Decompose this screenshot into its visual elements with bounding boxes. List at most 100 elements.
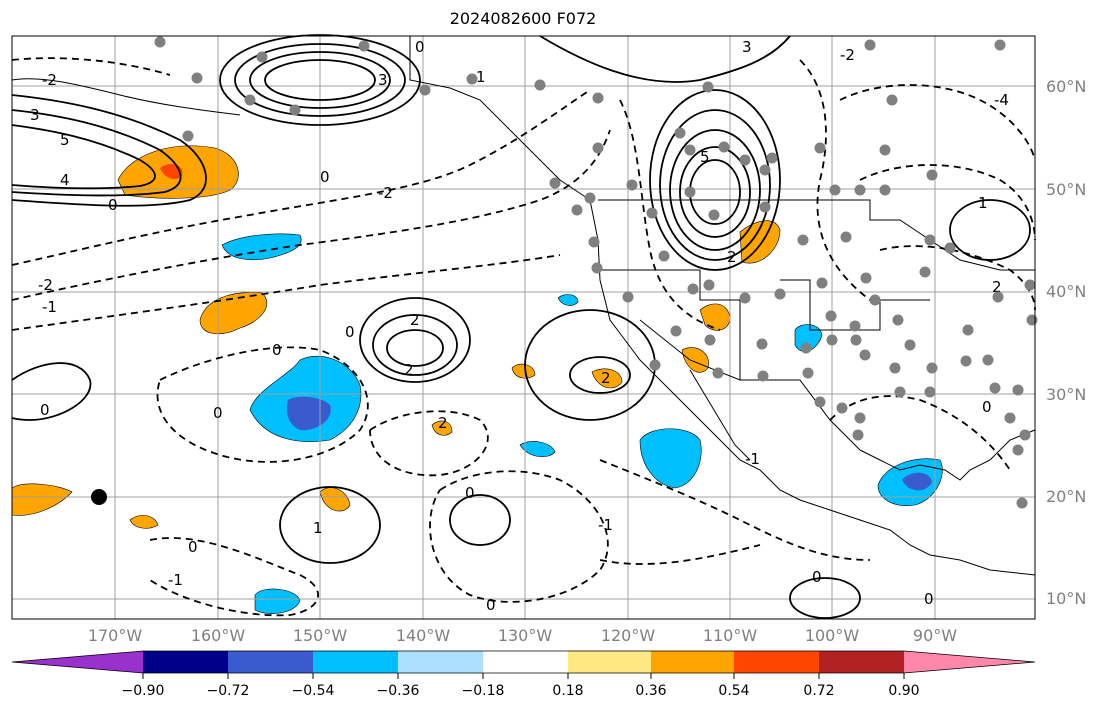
contour-label: 2 [410, 311, 420, 329]
colorbar-segment [228, 651, 313, 673]
figure-title: 2024082600 F072 [449, 9, 597, 28]
contour-label: 0 [272, 341, 282, 359]
negative-anomaly-patch [557, 294, 579, 306]
colorbar-tick-label: −0.36 [376, 683, 420, 699]
black-marker [91, 489, 107, 505]
lat-label: 10°N [1046, 589, 1087, 608]
contour-label: 0 [924, 590, 934, 608]
lat-label: 20°N [1046, 487, 1087, 506]
lat-label: 60°N [1046, 77, 1087, 96]
contour-label: -1 [42, 298, 57, 316]
contour-label: 4 [60, 171, 70, 189]
contour-label: 3 [742, 38, 752, 56]
colorbar-segment [819, 651, 904, 673]
lon-label: 100°W [804, 626, 860, 645]
contour-label: 3 [30, 106, 40, 124]
contour-label: 0 [345, 323, 355, 341]
positive-anomaly-patch [129, 515, 159, 529]
colorbar-tick-label: −0.90 [121, 683, 165, 699]
colorbar-segment [568, 651, 651, 673]
colorbar-extension-high [904, 651, 1035, 673]
contour-label: 2 [992, 278, 1002, 296]
contour-label: 5 [700, 148, 710, 166]
contour-label: 0 [108, 196, 118, 214]
contour-label: 0 [213, 404, 223, 422]
colorbar-tick-label: 0.72 [803, 683, 835, 699]
positive-anomaly-patch [739, 220, 781, 264]
colorbar-tick-label: 0.54 [718, 683, 750, 699]
station-markers [154, 36, 1038, 509]
contour-label: -4 [994, 91, 1009, 109]
strong-negative-anomaly-patch [902, 472, 932, 491]
colorbar-tick-label: −0.54 [291, 683, 335, 699]
contour-label: -1 [598, 516, 613, 534]
contour-label: 0 [188, 538, 198, 556]
lon-label: 170°W [87, 626, 143, 645]
lat-label: 40°N [1046, 282, 1087, 301]
colorbar-tick-label: −0.72 [206, 683, 250, 699]
colorbar-tick-label: 0.90 [888, 683, 920, 699]
contour-label: 0 [320, 168, 330, 186]
colorbar-extension-low [12, 651, 143, 673]
colorbar-segment [651, 651, 734, 673]
contour-label: -2 [42, 71, 57, 89]
positive-contours [11, 34, 1031, 619]
positive-anomaly-patch [591, 368, 623, 389]
colorbar-segment [483, 651, 568, 673]
lon-label: 110°W [702, 626, 758, 645]
gridlines [12, 36, 1035, 619]
contour-label: 0 [486, 596, 496, 614]
contour-labels: 0 1 3 5 5 2 2 -2 -2 -1 0 0 0 0 0 0 2 1 0… [30, 38, 1009, 614]
map-background [12, 36, 1035, 619]
colorbar-segment [313, 651, 398, 673]
contour-label: 0 [982, 398, 992, 416]
positive-anomaly-patch [199, 292, 268, 335]
contour-label: 2 [601, 369, 611, 387]
contour-label: 1 [313, 519, 323, 537]
negative-anomaly-patch [519, 441, 556, 458]
positive-anomaly-patch [681, 347, 709, 373]
lon-label: 90°W [912, 626, 958, 645]
colorbar-segment [398, 651, 483, 673]
contour-label: 0 [415, 38, 425, 56]
colorbar [11, 650, 1036, 679]
contour-label: 2 [404, 361, 414, 379]
lon-label: 130°W [497, 626, 553, 645]
colorbar-tick-label: 0.36 [635, 683, 667, 699]
colorbar-tick-label: −0.18 [461, 683, 505, 699]
contour-label: -2 [38, 276, 53, 294]
contour-label: 2 [727, 248, 737, 266]
contour-label: 0 [465, 484, 475, 502]
negative-anomaly-patch [639, 428, 702, 489]
contour-label: -1 [745, 450, 760, 468]
lon-label: 120°W [600, 626, 656, 645]
contour-label: 0 [812, 568, 822, 586]
contour-label: 5 [60, 131, 70, 149]
coastlines [11, 36, 1036, 576]
contour-label: -2 [378, 184, 393, 202]
lat-label: 50°N [1046, 180, 1087, 199]
contour-label: 3 [378, 71, 388, 89]
map-frame [11, 35, 1036, 620]
contour-label: 2 [438, 414, 448, 432]
contour-label: -2 [840, 46, 855, 64]
positive-anomaly-patch [431, 420, 453, 436]
contour-label: 0 [40, 401, 50, 419]
colorbar-segment [143, 651, 228, 673]
negative-contours [11, 57, 1036, 617]
strong-positive-anomaly-patch [160, 164, 183, 180]
lon-label: 140°W [395, 626, 451, 645]
contour-label: 1 [978, 194, 988, 212]
negative-anomaly-patch [221, 233, 302, 261]
lon-label: 160°W [190, 626, 246, 645]
lon-label: 150°W [292, 626, 348, 645]
colorbar-segment [734, 651, 819, 673]
lat-label: 30°N [1046, 385, 1087, 404]
positive-anomaly-patch [511, 363, 536, 379]
positive-anomaly-patch [11, 483, 73, 516]
contour-label: -1 [168, 571, 183, 589]
negative-anomaly-patch [254, 588, 301, 614]
colorbar-tick-label: 0.18 [552, 683, 584, 699]
